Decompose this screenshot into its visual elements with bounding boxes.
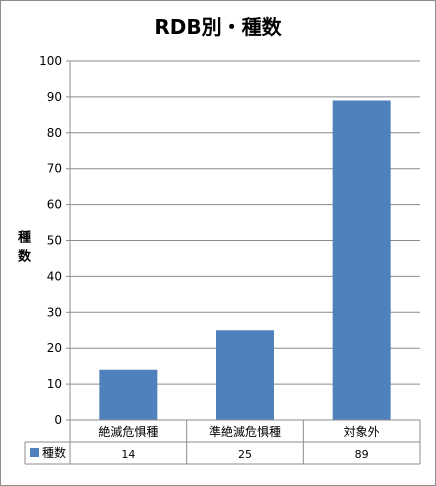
y-tick-label: 80: [47, 126, 62, 140]
bar: [332, 100, 391, 421]
data-table: 絶滅危惧種 14 準絶滅危惧種 25 対象外 89 種数: [24, 419, 421, 465]
y-axis-ticks: 0 10 20 30 40 50 60 70 80 90 100: [39, 54, 71, 427]
y-axis-label: 種数: [15, 230, 30, 268]
legend-label: 種数: [42, 445, 66, 460]
y-tick-label: 60: [47, 198, 62, 212]
y-tick-label: 10: [47, 377, 62, 391]
y-tick-label: 100: [39, 54, 62, 68]
y-tick-label: 40: [47, 269, 62, 283]
data-value: 14: [121, 448, 135, 461]
bar: [216, 330, 274, 420]
y-tick-label: 90: [47, 90, 62, 104]
y-tick-label: 70: [47, 162, 62, 176]
legend-swatch: [30, 448, 39, 457]
y-tick-label: 50: [47, 234, 62, 248]
bar: [99, 369, 158, 420]
category-label: 絶滅危惧種: [98, 424, 158, 439]
data-value: 25: [238, 448, 252, 461]
chart-title: RDB別・種数: [154, 15, 282, 39]
bars: [99, 100, 391, 421]
y-tick-label: 0: [54, 413, 62, 427]
y-tick-label: 20: [47, 341, 62, 355]
data-value: 89: [355, 448, 369, 461]
category-label: 対象外: [344, 425, 380, 439]
y-tick-label: 30: [47, 305, 62, 319]
category-label: 準絶滅危惧種: [209, 424, 281, 439]
